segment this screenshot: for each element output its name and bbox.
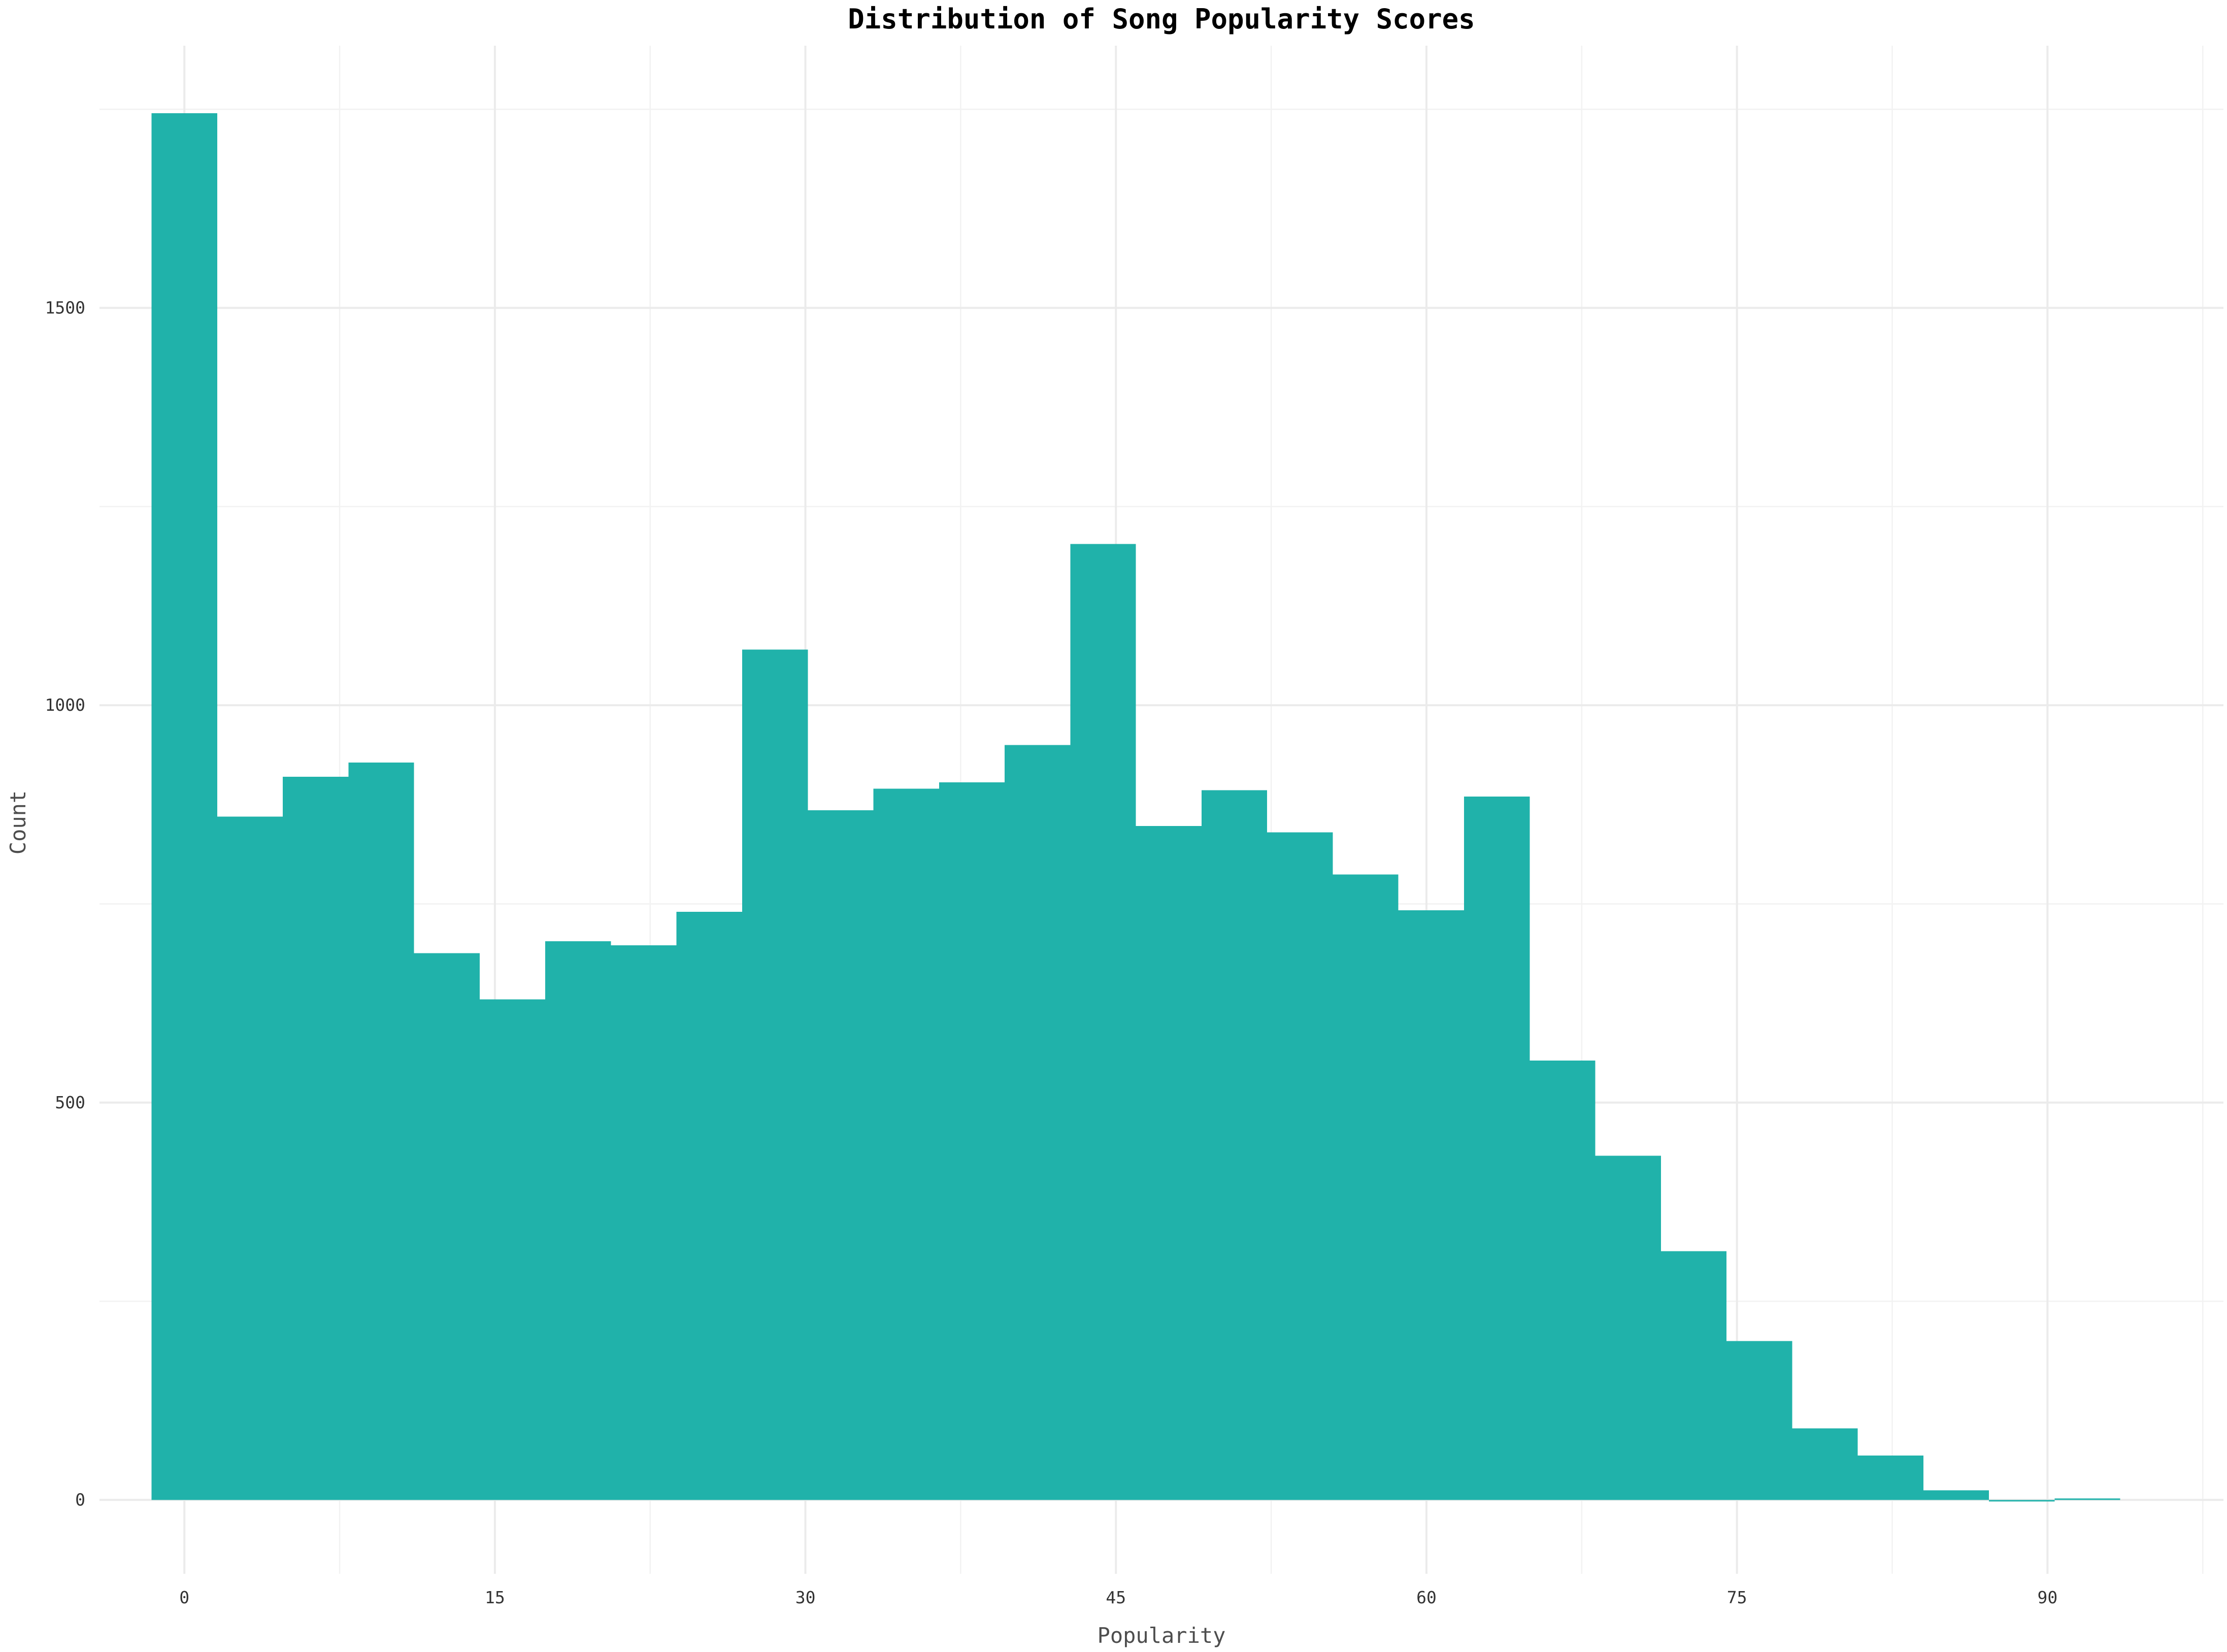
x-tick-label: 60 xyxy=(1416,1588,1437,1607)
chart-title: Distribution of Song Popularity Scores xyxy=(848,3,1475,35)
histogram-bar xyxy=(1201,790,1268,1500)
histogram-bar xyxy=(1005,745,1071,1500)
histogram-bar xyxy=(1595,1155,1661,1500)
histogram-bar xyxy=(1530,1060,1596,1500)
histogram-bar xyxy=(348,762,414,1500)
y-tick-label: 1000 xyxy=(45,695,85,715)
histogram-bar xyxy=(1398,910,1464,1500)
x-axis-label: Popularity xyxy=(1098,1623,1226,1648)
histogram-bar xyxy=(1267,832,1333,1500)
histogram-bar xyxy=(479,999,546,1500)
y-tick-label: 1500 xyxy=(45,298,85,318)
histogram-bar xyxy=(808,810,874,1500)
histogram-bar xyxy=(2054,1498,2120,1500)
histogram-bar xyxy=(1070,544,1136,1500)
tick-labels: 0 15 30 45 60 75 90 0 500 1000 1500 xyxy=(45,298,2058,1607)
histogram-bar xyxy=(742,649,808,1500)
histogram-bar xyxy=(873,788,939,1500)
histogram-bar xyxy=(217,816,283,1500)
histogram-bar xyxy=(1660,1251,1727,1500)
x-tick-label: 0 xyxy=(179,1588,189,1607)
histogram-bar xyxy=(1333,874,1399,1500)
x-tick-label: 45 xyxy=(1106,1588,1126,1607)
y-tick-label: 500 xyxy=(55,1093,85,1112)
x-tick-label: 15 xyxy=(485,1588,505,1607)
histogram-bar xyxy=(1726,1341,1792,1500)
histogram-bar xyxy=(151,113,217,1500)
histogram-bar xyxy=(283,777,349,1500)
histogram-bar xyxy=(939,782,1005,1500)
x-tick-label: 30 xyxy=(795,1588,816,1607)
x-tick-label: 90 xyxy=(2037,1588,2057,1607)
histogram-bar xyxy=(1923,1490,1989,1500)
histogram-bar xyxy=(1136,826,1202,1500)
y-tick-label: 0 xyxy=(75,1490,85,1509)
histogram-bar xyxy=(1464,797,1530,1500)
histogram-bar xyxy=(1792,1428,1858,1500)
y-axis-label: Count xyxy=(6,790,30,854)
histogram-bar xyxy=(676,912,743,1500)
bars xyxy=(151,113,2120,1502)
x-tick-label: 75 xyxy=(1727,1588,1747,1607)
histogram-bar xyxy=(1989,1500,2055,1502)
histogram-bar xyxy=(1857,1455,1923,1500)
histogram-bar xyxy=(545,941,611,1500)
histogram-bar xyxy=(611,945,677,1500)
histogram-bar xyxy=(414,953,480,1500)
